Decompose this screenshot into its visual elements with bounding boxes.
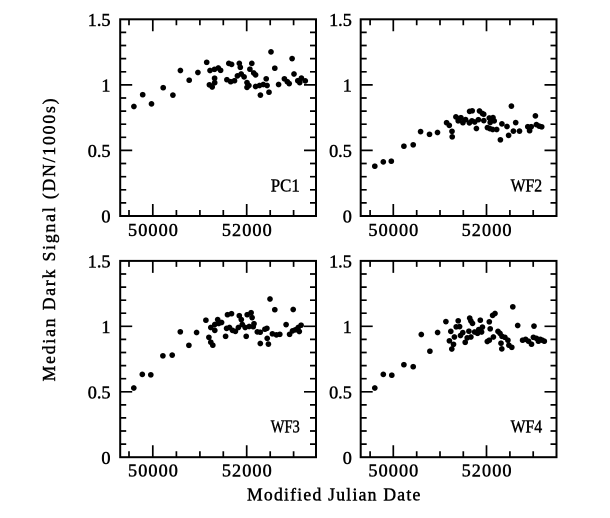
svg-text:52000: 52000: [222, 461, 273, 481]
svg-text:WF2: WF2: [511, 176, 543, 196]
svg-text:0: 0: [343, 448, 352, 468]
svg-text:0.5: 0.5: [329, 141, 352, 161]
svg-text:1.5: 1.5: [329, 252, 352, 272]
svg-text:1: 1: [343, 317, 352, 337]
svg-text:1.5: 1.5: [88, 10, 111, 30]
svg-text:0.5: 0.5: [329, 383, 352, 403]
svg-text:1.5: 1.5: [88, 252, 111, 272]
svg-text:52000: 52000: [462, 220, 513, 240]
svg-text:0: 0: [101, 207, 110, 227]
svg-text:52000: 52000: [222, 220, 273, 240]
svg-text:0: 0: [101, 448, 110, 468]
svg-text:50000: 50000: [368, 461, 419, 481]
svg-text:1: 1: [101, 76, 110, 96]
svg-text:1.5: 1.5: [329, 10, 352, 30]
svg-text:52000: 52000: [462, 461, 513, 481]
svg-text:0.5: 0.5: [88, 141, 111, 161]
svg-text:1: 1: [101, 317, 110, 337]
svg-text:1: 1: [343, 76, 352, 96]
svg-text:50000: 50000: [128, 461, 179, 481]
svg-text:WF3: WF3: [271, 416, 300, 436]
svg-text:Median Dark Signal (DN/1000s): Median Dark Signal (DN/1000s): [39, 97, 59, 382]
svg-text:PC1: PC1: [271, 176, 300, 196]
svg-text:0: 0: [343, 207, 352, 227]
svg-text:50000: 50000: [368, 220, 419, 240]
svg-text:Modified Julian Date: Modified Julian Date: [247, 485, 422, 505]
svg-text:0.5: 0.5: [88, 383, 111, 403]
svg-text:50000: 50000: [128, 220, 179, 240]
svg-text:WF4: WF4: [511, 416, 543, 436]
